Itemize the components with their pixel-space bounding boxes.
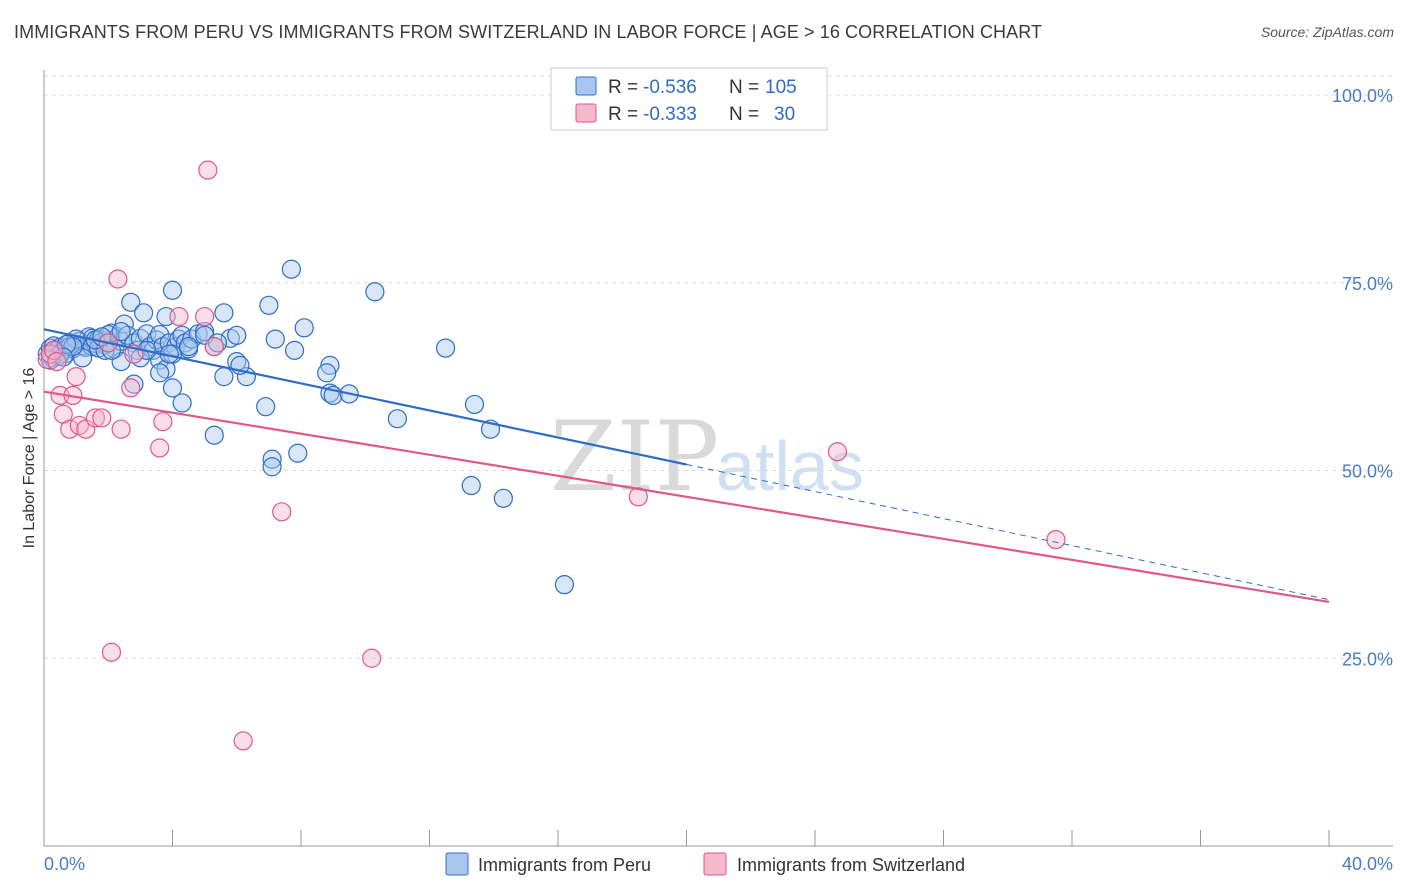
legend-r-value-peru: -0.536 <box>643 77 697 98</box>
data-point <box>150 324 170 345</box>
stats-legend-box <box>550 67 828 131</box>
data-point <box>493 488 513 508</box>
bottom-legend-label-switzerland: Immigrants from Switzerland <box>737 855 965 875</box>
x-axis-ticks <box>43 830 1330 846</box>
data-point <box>60 419 80 439</box>
bottom-legend-swatch-switzerland <box>703 852 727 876</box>
legend-n-value-switzerland: 30 <box>774 104 795 125</box>
series-legend: Immigrants from Peru Immigrants from Swi… <box>445 852 965 876</box>
data-point <box>162 378 183 398</box>
data-point <box>195 306 215 327</box>
data-point <box>272 502 292 522</box>
stats-legend: R = -0.536 N = 105 R = -0.333 N = 30 <box>550 67 828 131</box>
data-point <box>150 363 170 383</box>
y-axis-tick-labels: 25.0% 50.0% 75.0% 100.0% <box>1332 86 1393 669</box>
trend-line-peru-extension <box>686 464 1330 601</box>
legend-swatch-peru <box>575 76 597 96</box>
data-point <box>362 648 382 668</box>
data-point <box>121 378 141 398</box>
legend-swatch-switzerland <box>575 103 597 123</box>
data-point <box>169 306 189 327</box>
data-point <box>172 393 192 413</box>
trend-line-peru <box>43 328 687 466</box>
series-switzerland-points <box>37 160 1066 751</box>
data-point <box>294 318 314 338</box>
data-point <box>554 575 575 595</box>
data-point <box>317 363 337 383</box>
data-point <box>207 333 228 353</box>
data-point <box>365 282 385 302</box>
data-point <box>40 344 61 364</box>
data-point <box>288 443 308 463</box>
data-point <box>101 642 122 662</box>
legend-r-value-switzerland: -0.333 <box>643 104 697 125</box>
bottom-legend-label-peru: Immigrants from Peru <box>478 855 651 875</box>
data-point <box>387 409 407 429</box>
bottom-legend-swatch-peru <box>445 852 469 876</box>
data-point <box>256 397 276 417</box>
data-point <box>121 292 141 312</box>
legend-r-label-switzerland: R = <box>608 104 638 125</box>
data-point <box>214 303 234 323</box>
data-point <box>92 408 112 428</box>
data-point <box>85 408 106 428</box>
data-point <box>124 374 144 394</box>
data-point <box>153 412 173 432</box>
data-point <box>262 457 282 477</box>
data-point <box>259 295 279 315</box>
data-point <box>464 394 485 415</box>
chart-source: Source: ZipAtlas.com <box>1260 24 1394 40</box>
data-point <box>204 336 224 357</box>
data-point <box>1046 529 1066 550</box>
data-point <box>162 280 183 300</box>
trend-line-switzerland <box>43 390 1330 604</box>
y-tick-label: 25.0% <box>1342 649 1393 669</box>
data-point <box>108 269 128 289</box>
y-tick-label: 50.0% <box>1342 462 1393 482</box>
data-point <box>47 352 67 372</box>
data-point <box>284 340 305 360</box>
y-tick-label: 75.0% <box>1342 274 1393 294</box>
legend-n-label-peru: N = <box>729 77 759 98</box>
data-point <box>628 487 648 507</box>
data-point <box>827 442 848 462</box>
data-point <box>111 321 131 342</box>
data-point <box>150 438 170 458</box>
data-point <box>262 449 282 469</box>
data-point <box>178 336 199 357</box>
data-point <box>204 425 224 445</box>
data-point <box>214 367 234 387</box>
data-point <box>227 325 247 345</box>
data-point <box>198 160 218 180</box>
data-point <box>233 731 253 751</box>
y-tick-label: 100.0% <box>1332 86 1393 106</box>
watermark-atlas: atlas <box>716 427 864 505</box>
watermark: ZIP atlas <box>550 401 864 513</box>
data-point <box>435 338 456 358</box>
x-tick-label-max: 40.0% <box>1342 854 1393 874</box>
watermark-zip: ZIP <box>550 401 719 513</box>
chart-title: IMMIGRANTS FROM PERU VS IMMIGRANTS FROM … <box>14 22 1043 42</box>
data-point <box>44 340 64 360</box>
trend-lines <box>43 328 1330 604</box>
data-point <box>66 367 86 387</box>
data-point <box>461 475 481 496</box>
x-tick-label-min: 0.0% <box>44 854 85 874</box>
data-point <box>133 303 154 323</box>
legend-n-value-peru: 105 <box>765 77 797 98</box>
data-point <box>281 259 301 279</box>
legend-r-label-peru: R = <box>608 77 638 98</box>
legend-n-label-switzerland: N = <box>729 104 759 125</box>
data-point <box>265 329 285 349</box>
data-point <box>111 419 131 439</box>
y-axis-title: In Labor Force | Age > 16 <box>21 368 38 549</box>
